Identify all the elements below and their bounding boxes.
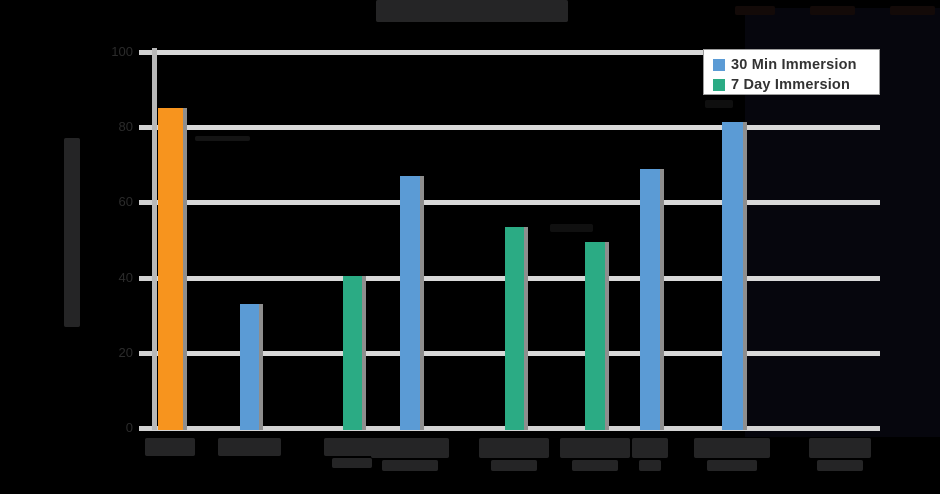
category-label-blob — [560, 438, 630, 458]
legend: 30 Min Immersion 7 Day Immersion — [703, 49, 880, 95]
gridline — [155, 200, 880, 205]
tick-mark — [139, 50, 153, 55]
category-label-blob — [382, 460, 438, 471]
bar — [158, 108, 183, 430]
bar-shadow — [259, 304, 263, 430]
gridline — [155, 125, 880, 130]
y-axis-line — [152, 48, 157, 430]
bar — [585, 242, 605, 430]
tick-mark — [139, 276, 153, 281]
faint-artifact — [890, 6, 935, 15]
bar-shadow — [605, 242, 609, 430]
legend-swatch-green — [713, 79, 725, 91]
legend-swatch-blue — [713, 59, 725, 71]
legend-item-30min: 30 Min Immersion — [713, 55, 879, 75]
bar-shadow — [420, 176, 424, 430]
category-label-blob — [572, 460, 618, 471]
y-tick-label: 0 — [125, 420, 133, 435]
category-label-blob — [145, 438, 195, 456]
y-tick-label: 20 — [118, 345, 133, 360]
y-tick-label: 100 — [111, 44, 133, 59]
bar-shadow — [524, 227, 528, 430]
tick-mark — [139, 125, 153, 130]
legend-item-7day: 7 Day Immersion — [713, 75, 879, 95]
category-label-blob — [371, 438, 449, 458]
faint-artifact — [810, 6, 855, 15]
bar — [240, 304, 259, 430]
bar — [343, 276, 362, 430]
category-label-blob — [707, 460, 757, 471]
category-label-blob — [817, 460, 863, 471]
faint-artifact — [705, 100, 733, 108]
bar — [722, 122, 743, 430]
faint-artifact — [550, 224, 593, 232]
bar — [400, 176, 420, 430]
y-tick-label: 40 — [118, 270, 133, 285]
y-tick-label: 60 — [118, 194, 133, 209]
category-label-blob — [632, 438, 668, 458]
bar-shadow — [362, 276, 366, 430]
chart-title-blob — [376, 0, 568, 22]
category-label-blob — [694, 438, 770, 458]
gridline — [155, 50, 880, 55]
bar-shadow — [183, 108, 187, 430]
tick-mark — [139, 200, 153, 205]
bar-shadow — [660, 169, 664, 430]
category-label-blob — [324, 438, 381, 456]
category-label-blob — [809, 438, 871, 458]
category-label-blob — [479, 438, 549, 458]
legend-label: 7 Day Immersion — [731, 77, 851, 93]
bar-shadow — [743, 122, 747, 430]
tick-mark — [139, 426, 153, 431]
faint-artifact — [195, 136, 250, 141]
bar — [640, 169, 660, 430]
category-label-blob — [218, 438, 281, 456]
y-tick-label: 80 — [118, 119, 133, 134]
tick-mark — [139, 351, 153, 356]
faint-artifact — [735, 6, 775, 15]
y-axis-title-blob — [64, 138, 80, 327]
category-label-blob — [491, 460, 537, 471]
bar — [505, 227, 524, 430]
legend-label: 30 Min Immersion — [731, 57, 857, 73]
category-label-blob — [332, 458, 372, 468]
category-label-blob — [639, 460, 661, 471]
